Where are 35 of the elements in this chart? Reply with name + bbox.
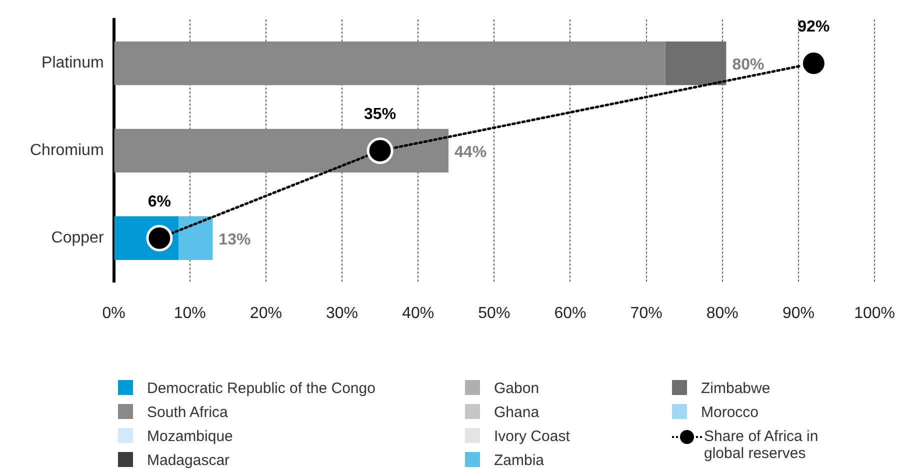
bar: [114, 41, 666, 86]
bar: [114, 128, 449, 173]
y-tick-label: Chromium: [30, 142, 104, 160]
x-tick-label: 0%: [102, 304, 126, 322]
x-tick-label: 80%: [706, 304, 738, 322]
x-tick-label: 60%: [554, 304, 586, 322]
legend-label: Mozambique: [147, 428, 233, 445]
y-tick-label: Platinum: [42, 54, 104, 72]
bar: [178, 216, 213, 260]
x-tick-label: 100%: [854, 304, 895, 322]
data-label: 92%: [798, 18, 830, 36]
legend-label: Madagascar: [147, 452, 230, 469]
x-tick-label: 40%: [402, 304, 434, 322]
x-tick-label: 70%: [630, 304, 662, 322]
x-tick-label: 10%: [174, 304, 206, 322]
legend-label: Democratic Republic of the Congo: [147, 380, 376, 397]
x-tick-label: 90%: [782, 304, 814, 322]
legend-label: Gabon: [494, 380, 540, 397]
legend-label: Ghana: [494, 404, 540, 421]
data-label: 35%: [364, 106, 396, 124]
legend-label: South Africa: [147, 404, 228, 421]
total-label: 44%: [454, 144, 487, 162]
data-label: 6%: [148, 194, 171, 211]
legend-label: Share of Africa in global reserves: [704, 428, 820, 462]
bar: [665, 41, 726, 86]
x-tick-label: 50%: [478, 304, 510, 322]
y-tick-label: Copper: [51, 230, 104, 247]
legend-label: Morocco: [701, 404, 759, 421]
legend-label: Zimbabwe: [701, 380, 770, 397]
legend-label: Ivory Coast: [494, 428, 570, 445]
total-label: 13%: [218, 232, 251, 249]
x-tick-label: 20%: [250, 304, 282, 322]
x-tick-label: 30%: [326, 304, 358, 322]
total-label: 80%: [732, 56, 764, 74]
legend-label: Zambia: [494, 452, 544, 469]
